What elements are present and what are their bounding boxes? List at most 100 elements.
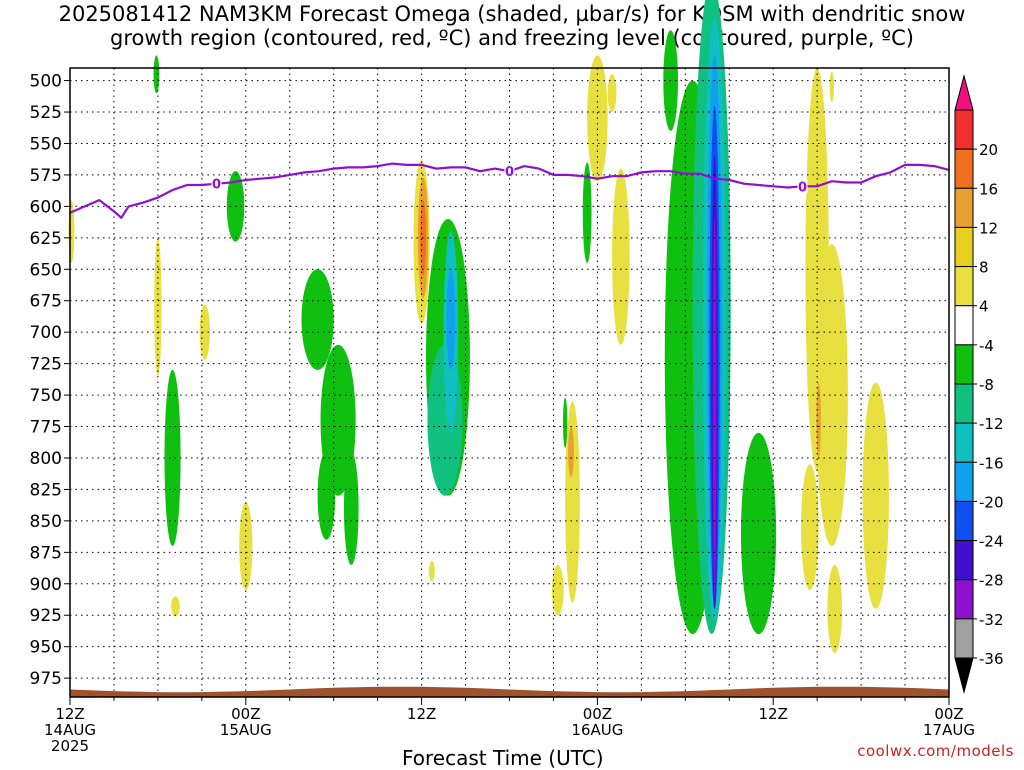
x-tick-label: 2025: [51, 737, 89, 755]
y-tick-label: 900: [30, 575, 62, 595]
omega-region-24: [607, 74, 617, 113]
y-axis: 500 525 550 575 600 625 650 675 700 725 750 775 800 8…: [30, 72, 70, 689]
omega-region-20: [562, 397, 568, 448]
y-tick-label: 925: [30, 606, 62, 626]
colorbar-label: 16: [979, 180, 998, 198]
colorbar-segment: [954, 383, 974, 424]
colorbar-segment: [954, 500, 974, 542]
x-tick-label: 00Z: [231, 705, 260, 723]
colorbar-segment: [954, 618, 974, 659]
omega-region-43: [801, 464, 819, 591]
freezing-label-bg: [211, 176, 222, 191]
omega-region-0: [154, 237, 162, 377]
omega-region-34: [712, 218, 717, 597]
colorbar-label: -36: [979, 650, 1004, 668]
y-tick-label: 500: [30, 72, 62, 92]
omega-region-7: [153, 55, 160, 94]
x-tick-label: 14AUG: [44, 721, 96, 739]
omega-region-19: [428, 561, 435, 582]
colorbar-label: 20: [979, 141, 998, 159]
x-tick-label: 12Z: [759, 705, 788, 723]
omega-region-25: [551, 564, 564, 616]
x-axis-label: Forecast Time (UTC): [402, 746, 604, 770]
freezing-level-label: 0: [798, 180, 807, 195]
colorbar-segment: [954, 148, 974, 189]
x-tick-label: 00Z: [934, 705, 963, 723]
omega-region-2: [164, 369, 181, 547]
y-tick-label: 850: [30, 512, 62, 532]
colorbar-label: -16: [979, 454, 1004, 472]
colorbar-segment: [954, 266, 974, 307]
y-tick-label: 650: [30, 260, 62, 280]
colorbar-label: 4: [979, 298, 989, 316]
colorbar-label: 8: [979, 259, 989, 277]
ground-band: [70, 686, 949, 697]
title-line-1: 2025081412 NAM3KM Forecast Omega (shaded…: [58, 2, 966, 26]
colorbar-label: -12: [979, 415, 1004, 433]
x-tick-label: 17AUG: [923, 721, 975, 739]
x-tick-label: 15AUG: [220, 721, 272, 739]
freezing-label-bg: [504, 164, 515, 179]
y-tick-label: 625: [30, 229, 62, 249]
colorbar-bottom-arrow: [954, 657, 974, 694]
omega-shading: [68, 0, 889, 653]
colorbar-label: -20: [979, 493, 1004, 511]
omega-region-41: [827, 564, 843, 653]
omega-region-38: [815, 244, 848, 547]
omega-region-3: [239, 502, 253, 591]
y-tick-label: 800: [30, 449, 62, 469]
omega-region-11: [317, 451, 336, 540]
freezing-level-label: 0: [505, 165, 514, 180]
freezing-level-label: 0: [212, 178, 221, 193]
colorbar-label: -32: [979, 611, 1004, 629]
omega-region-26: [582, 162, 592, 263]
colorbar-label: 12: [979, 219, 998, 237]
y-tick-label: 600: [30, 197, 62, 217]
y-tick-label: 775: [30, 418, 62, 438]
colorbar-segment: [954, 461, 974, 502]
colorbar-segment: [954, 540, 974, 581]
colorbar-segment: [954, 109, 974, 150]
omega-region-4: [171, 596, 180, 617]
omega-region-10: [343, 451, 359, 565]
x-tick-label: 12Z: [407, 705, 436, 723]
freezing-level-contour: 0 0 0: [69, 162, 950, 220]
title-line-2: growth region (contoured, red, ºC) and f…: [110, 26, 914, 50]
y-tick-label: 675: [30, 292, 62, 312]
colorbar-label: -28: [979, 572, 1004, 590]
y-tick-label: 950: [30, 638, 62, 658]
omega-region-22: [568, 426, 574, 477]
x-tick-label: 00Z: [583, 705, 612, 723]
y-tick-label: 825: [30, 480, 62, 500]
colorbar-label: -8: [979, 376, 994, 394]
colorbar-segment: [954, 305, 974, 346]
colorbar-segment: [954, 226, 974, 268]
y-tick-label: 725: [30, 355, 62, 375]
y-tick-label: 575: [30, 166, 62, 186]
omega-region-18: [446, 269, 456, 370]
y-tick-label: 525: [30, 103, 62, 123]
y-tick-label: 700: [30, 323, 62, 343]
omega-region-8: [301, 269, 334, 370]
credit-text: coolwx.com/models: [857, 742, 1014, 760]
colorbar-segment: [954, 579, 974, 620]
omega-region-27: [612, 168, 630, 345]
grid-lines: [70, 68, 949, 697]
freezing-label-bg: [797, 179, 808, 194]
chart-title: 2025081412 NAM3KM Forecast Omega (shaded…: [0, 2, 1024, 50]
colorbar-label: -4: [979, 337, 994, 355]
y-tick-label: 750: [30, 386, 62, 406]
colorbar: 20 16 12 8 4 -4 -8 -12 -16 -20 -24 -28 -32 -36: [954, 74, 1004, 694]
ground-surface: [70, 686, 949, 697]
omega-region-1: [199, 304, 210, 360]
x-tick-label: 12Z: [55, 705, 84, 723]
x-tick-label: 16AUG: [571, 721, 623, 739]
colorbar-label: -24: [979, 533, 1004, 551]
omega-region-42: [829, 71, 834, 102]
y-tick-label: 550: [30, 134, 62, 154]
colorbar-segment: [954, 344, 974, 385]
y-tick-label: 875: [30, 543, 62, 563]
omega-region-39: [816, 382, 821, 458]
